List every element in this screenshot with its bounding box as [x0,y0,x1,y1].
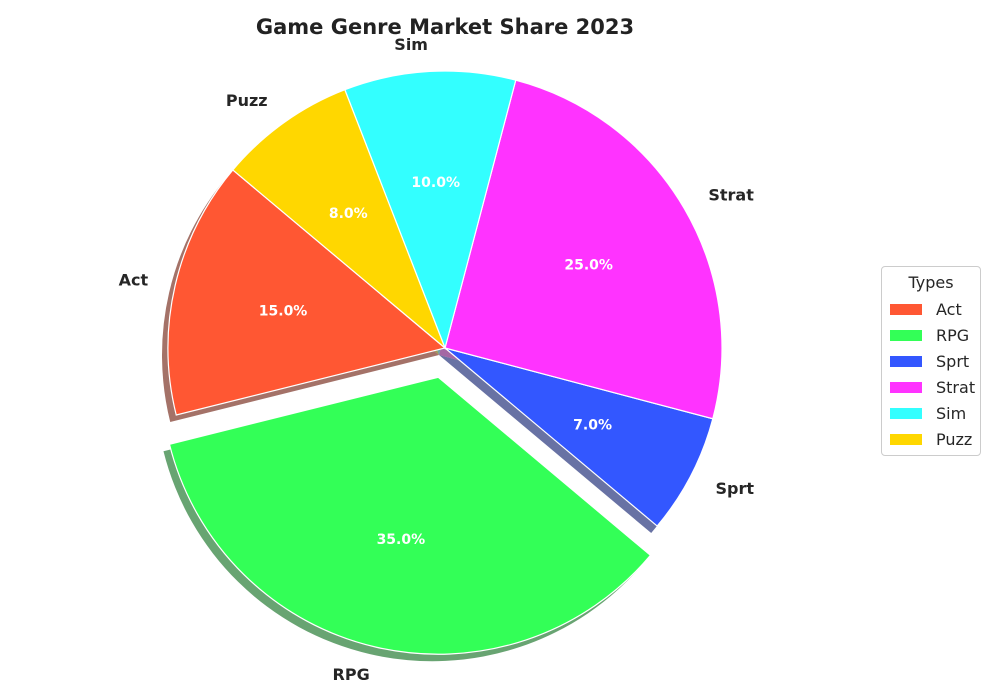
legend-label: Sim [936,403,967,423]
legend-item-sim: Sim [890,403,966,423]
slice-sprt [444,347,714,527]
legend-label: Strat [936,377,976,397]
slice-label-sim: Sim [394,35,428,54]
pie-slices [167,70,723,655]
percent-label-strat: 25.0% [564,257,613,273]
legend-swatch [890,303,922,315]
legend-item-act: Act [890,299,962,319]
legend-swatch [890,355,922,367]
legend-item-rpg: RPG [890,325,969,345]
legend-item-puzz: Puzz [890,429,972,449]
slice-strat [444,79,723,420]
slice-sim [344,70,517,350]
percent-label-sim: 10.0% [411,175,460,191]
percent-label-sprt: 7.0% [573,417,612,433]
legend-swatch [890,381,922,393]
slice-label-sprt: Sprt [716,479,755,498]
percent-label-act: 15.0% [259,304,308,320]
legend-item-sprt: Sprt [890,351,969,371]
legend: Types Act RPG Sprt Strat Sim Puzz [881,266,981,456]
legend-swatch [890,407,922,419]
slice-label-puzz: Puzz [226,91,268,110]
slice-puzz [231,88,446,349]
legend-swatch [890,329,922,341]
slice-rpg [168,376,652,655]
legend-label: Act [936,299,962,319]
legend-title: Types [908,273,954,292]
slice-label-strat: Strat [708,186,754,205]
legend-label: Puzz [936,429,973,449]
legend-item-strat: Strat [890,377,975,397]
chart-title: Game Genre Market Share 2023 [256,15,634,39]
percent-labels: 15.0% 35.0% 7.0% 25.0% 10.0% 8.0% [259,175,613,548]
legend-label: Sprt [936,351,970,371]
slice-act [167,169,447,416]
slice-labels: Act RPG Sprt Strat Sim Puzz [119,35,755,684]
percent-label-puzz: 8.0% [329,206,368,222]
slice-label-act: Act [119,270,149,289]
slice-label-rpg: RPG [333,665,370,684]
legend-label: RPG [936,325,970,345]
legend-swatch [890,433,922,445]
percent-label-rpg: 35.0% [377,532,426,548]
